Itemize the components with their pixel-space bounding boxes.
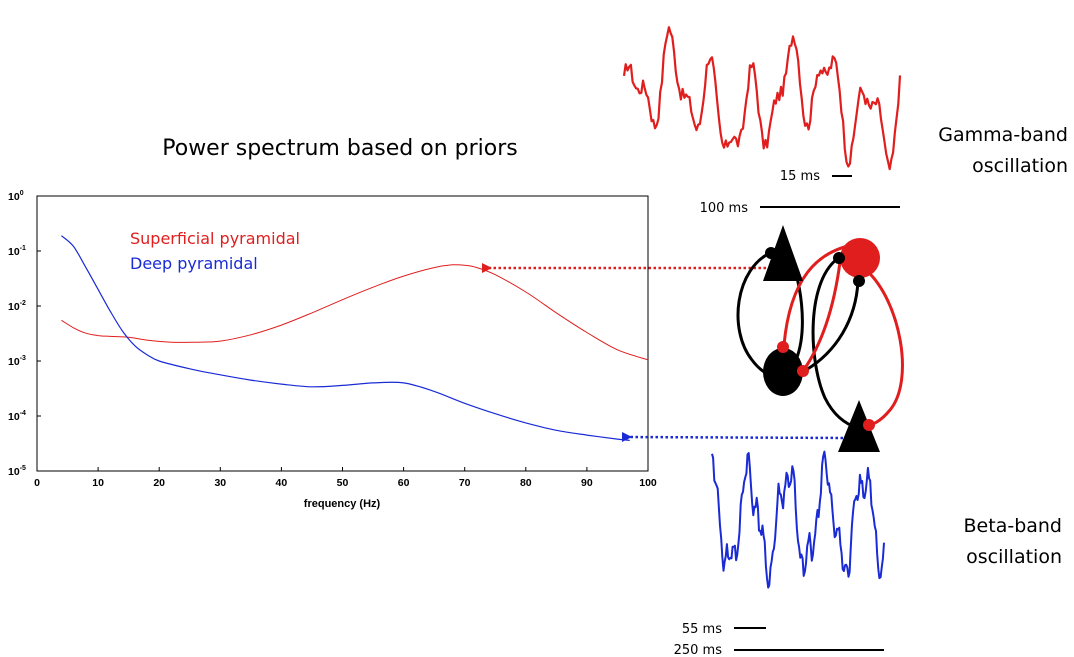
- spiny-stellate-neuron-icon: [840, 238, 880, 278]
- y-tick-label: 10-3: [8, 355, 26, 368]
- x-tick-label: 100: [639, 477, 657, 489]
- x-tick-label: 80: [520, 477, 532, 489]
- synapse-dot: [833, 252, 845, 264]
- beta-label-line2: oscillation: [966, 546, 1062, 568]
- connection-red-mid: [801, 261, 842, 372]
- beta-scale-short-label: 55 ms: [682, 622, 722, 637]
- gamma-label-line1: Gamma-band: [938, 124, 1068, 146]
- connection-ss-to-inhib: [805, 280, 860, 372]
- arrow-beta-peak: [621, 431, 849, 442]
- synapse-dot: [863, 419, 875, 431]
- y-axis-ticks: 100 10-1 10-2 10-3 10-4 10-5: [8, 190, 41, 478]
- x-tick-label: 30: [214, 477, 226, 489]
- x-axis-ticks: 0 10 20 30 40 50 60 70 80 90 100: [34, 467, 657, 489]
- x-tick-label: 20: [153, 477, 165, 489]
- microcircuit-diagram: [736, 225, 904, 452]
- beta-scale-long-label: 250 ms: [674, 643, 723, 657]
- gamma-scale-short-label: 15 ms: [780, 169, 820, 184]
- series-line-deep: [61, 235, 630, 441]
- connection-red-outer: [865, 268, 904, 427]
- x-tick-label: 10: [92, 477, 104, 489]
- x-tick-label: 50: [337, 477, 349, 489]
- y-tick-label: 10-5: [8, 465, 26, 478]
- y-tick-label: 100: [8, 190, 24, 203]
- x-tick-label: 90: [581, 477, 593, 489]
- gamma-scale-long-label: 100 ms: [700, 201, 749, 216]
- legend-superficial: Superficial pyramidal: [130, 229, 300, 248]
- x-tick-label: 40: [276, 477, 288, 489]
- synapse-dot: [853, 275, 865, 287]
- synapse-dot: [797, 365, 809, 377]
- inhibitory-interneuron-icon: [763, 348, 803, 396]
- y-tick-label: 10-1: [8, 245, 26, 258]
- gamma-oscillation-trace: [622, 26, 902, 171]
- x-tick-label: 60: [398, 477, 410, 489]
- beta-label-line1: Beta-band: [964, 515, 1062, 537]
- beta-oscillation-trace: [711, 450, 885, 589]
- series-line-superficial: [61, 264, 649, 361]
- chart-title: Power spectrum based on priors: [162, 136, 518, 161]
- synapse-dot: [777, 341, 789, 353]
- gamma-label-line2: oscillation: [972, 155, 1068, 177]
- x-tick-label: 70: [459, 477, 471, 489]
- connection-ss-to-dp: [811, 255, 859, 430]
- legend-deep: Deep pyramidal: [130, 254, 258, 273]
- x-axis-label: frequency (Hz): [304, 498, 381, 510]
- synapse-dot: [765, 247, 777, 259]
- y-tick-label: 10-4: [8, 410, 26, 423]
- superficial-pyramidal-neuron-icon: [763, 225, 803, 281]
- x-tick-label: 0: [34, 477, 40, 489]
- y-tick-label: 10-2: [8, 300, 26, 313]
- deep-pyramidal-neuron-icon: [838, 400, 880, 452]
